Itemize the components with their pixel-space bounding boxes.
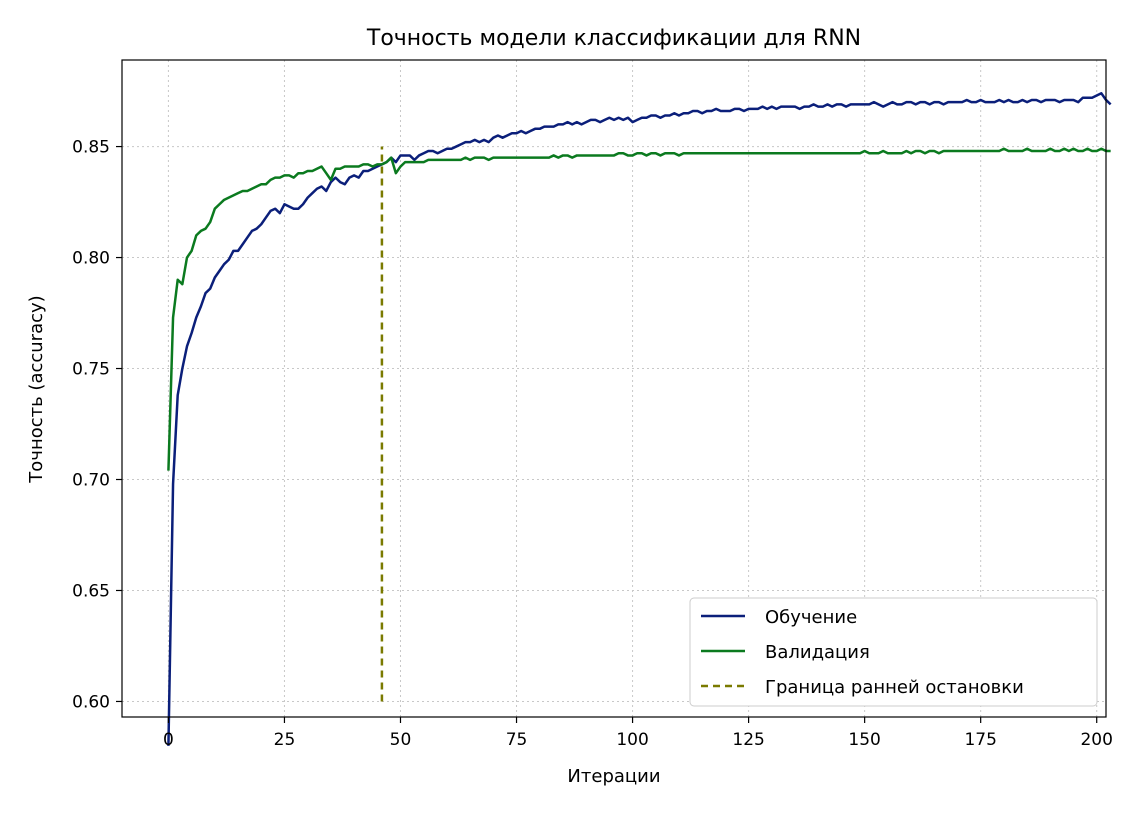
- legend-label-validation: Валидация: [765, 642, 870, 663]
- x-tick-label: 200: [1080, 730, 1112, 750]
- chart-title: Точность модели классификации для RNN: [366, 26, 861, 51]
- series-line-validation: [167, 147, 1111, 471]
- x-tick-label: 0: [163, 730, 174, 750]
- series-line-training: [167, 92, 1112, 746]
- x-tick-label: 75: [506, 730, 528, 750]
- x-tick-label: 100: [616, 730, 648, 750]
- y-tick-label: 0.70: [72, 471, 110, 491]
- axes-layer: [121, 59, 1107, 718]
- y-tick-label: 0.75: [72, 360, 110, 380]
- x-tick-label: 150: [848, 730, 880, 750]
- y-tick-label: 0.60: [72, 692, 110, 712]
- legend-label-early-stop: Граница ранней остановки: [765, 677, 1024, 698]
- legend: Обучение Валидация Граница ранней остано…: [689, 597, 1098, 707]
- y-axis-label: Точность (accuracy): [26, 295, 47, 483]
- x-tick-label: 50: [390, 730, 412, 750]
- x-tick-label: 175: [964, 730, 996, 750]
- tick-layer: 0 25 50 75 100 125 150 175 200 0.60 0.65 0.70 0.75 0.…: [72, 138, 1113, 750]
- plot-frame: [121, 59, 1107, 718]
- series-layer: [167, 92, 1112, 746]
- legend-label-training: Обучение: [765, 607, 857, 628]
- y-tick-label: 0.85: [72, 138, 110, 158]
- grid-layer: [122, 60, 1106, 717]
- x-tick-label: 25: [274, 730, 296, 750]
- x-axis-label: Итерации: [567, 766, 660, 787]
- x-tick-label: 125: [732, 730, 764, 750]
- legend-box: [689, 597, 1098, 707]
- y-tick-label: 0.65: [72, 581, 110, 601]
- y-tick-label: 0.80: [72, 249, 110, 269]
